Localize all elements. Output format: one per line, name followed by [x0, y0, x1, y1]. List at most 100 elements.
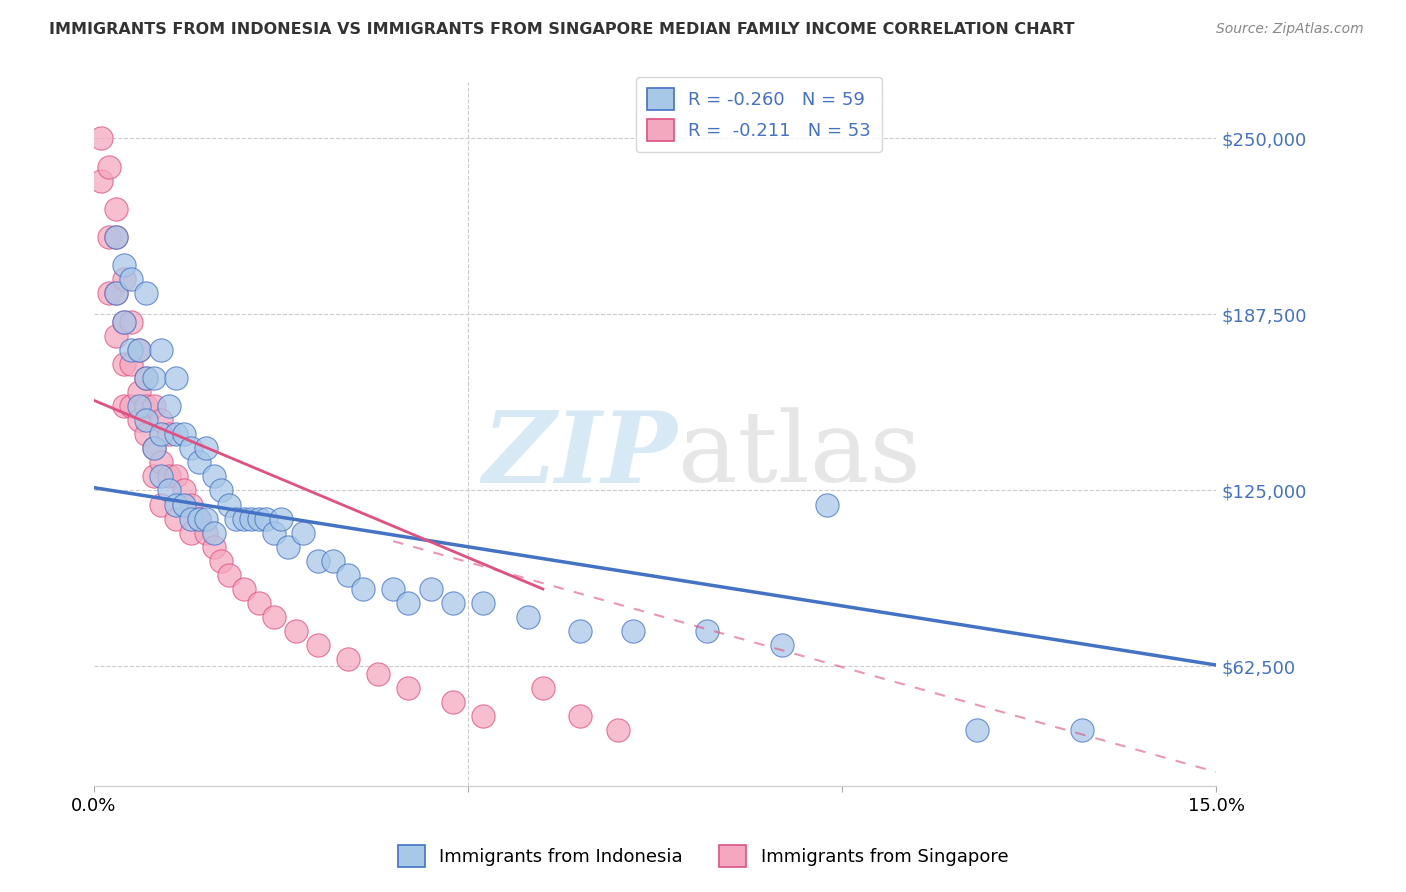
Point — [90, 174, 112, 188]
Point — [173, 483, 195, 498]
Point — [135, 413, 157, 427]
Point — [180, 441, 202, 455]
Point — [97, 286, 120, 301]
Point — [165, 498, 187, 512]
Point — [187, 455, 209, 469]
Point — [165, 511, 187, 525]
Point — [157, 427, 180, 442]
Point — [696, 624, 718, 639]
Point — [112, 399, 135, 413]
Point — [247, 511, 270, 525]
Point — [815, 498, 838, 512]
Point — [284, 624, 307, 639]
Point — [112, 314, 135, 328]
Point — [135, 371, 157, 385]
Point — [516, 610, 538, 624]
Point — [105, 202, 128, 216]
Point — [150, 343, 173, 357]
Point — [202, 469, 225, 483]
Point — [112, 357, 135, 371]
Point — [128, 384, 150, 399]
Point — [382, 582, 405, 596]
Point — [187, 511, 209, 525]
Point — [307, 554, 329, 568]
Point — [195, 441, 218, 455]
Point — [135, 427, 157, 442]
Point — [232, 582, 254, 596]
Point — [1070, 723, 1092, 737]
Point — [337, 568, 360, 582]
Point — [157, 483, 180, 498]
Point — [128, 413, 150, 427]
Point — [112, 272, 135, 286]
Point — [247, 596, 270, 610]
Point — [770, 638, 793, 652]
Point — [218, 498, 240, 512]
Point — [218, 568, 240, 582]
Point — [419, 582, 441, 596]
Point — [232, 511, 254, 525]
Point — [135, 286, 157, 301]
Point — [569, 708, 592, 723]
Point — [142, 441, 165, 455]
Point — [105, 328, 128, 343]
Point — [322, 554, 344, 568]
Point — [120, 357, 142, 371]
Point — [105, 286, 128, 301]
Point — [209, 554, 232, 568]
Point — [120, 314, 142, 328]
Point — [472, 596, 495, 610]
Point — [135, 399, 157, 413]
Point — [150, 427, 173, 442]
Point — [472, 708, 495, 723]
Point — [157, 469, 180, 483]
Point — [180, 498, 202, 512]
Point — [225, 511, 247, 525]
Point — [165, 469, 187, 483]
Point — [120, 343, 142, 357]
Point — [112, 314, 135, 328]
Point — [105, 286, 128, 301]
Text: Source: ZipAtlas.com: Source: ZipAtlas.com — [1216, 22, 1364, 37]
Point — [352, 582, 374, 596]
Point — [150, 413, 173, 427]
Point — [150, 455, 173, 469]
Point — [128, 399, 150, 413]
Point — [531, 681, 554, 695]
Point — [173, 427, 195, 442]
Point — [277, 540, 299, 554]
Point — [180, 511, 202, 525]
Point — [150, 498, 173, 512]
Point — [441, 596, 464, 610]
Point — [209, 483, 232, 498]
Point — [128, 343, 150, 357]
Point — [441, 695, 464, 709]
Point — [165, 371, 187, 385]
Point — [142, 371, 165, 385]
Point — [120, 272, 142, 286]
Point — [263, 525, 285, 540]
Point — [254, 511, 277, 525]
Point — [195, 511, 218, 525]
Point — [621, 624, 644, 639]
Point — [367, 666, 389, 681]
Point — [263, 610, 285, 624]
Point — [202, 540, 225, 554]
Text: atlas: atlas — [678, 408, 921, 503]
Point — [569, 624, 592, 639]
Point — [97, 160, 120, 174]
Point — [135, 371, 157, 385]
Point — [966, 723, 988, 737]
Point — [187, 511, 209, 525]
Point — [105, 230, 128, 244]
Text: IMMIGRANTS FROM INDONESIA VS IMMIGRANTS FROM SINGAPORE MEDIAN FAMILY INCOME CORR: IMMIGRANTS FROM INDONESIA VS IMMIGRANTS … — [49, 22, 1074, 37]
Point — [202, 525, 225, 540]
Point — [173, 498, 195, 512]
Point — [157, 399, 180, 413]
Point — [120, 399, 142, 413]
Text: ZIP: ZIP — [482, 407, 678, 503]
Point — [97, 230, 120, 244]
Point — [165, 427, 187, 442]
Point — [337, 652, 360, 666]
Point — [128, 343, 150, 357]
